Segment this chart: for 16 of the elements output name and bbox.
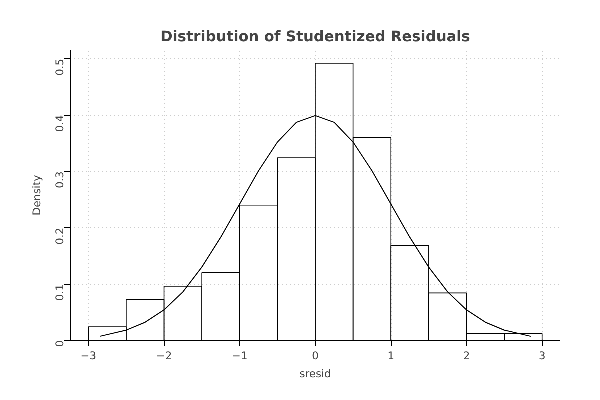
x-tick-label: −3: [80, 350, 97, 362]
x-tick-label: 2: [463, 350, 470, 362]
x-tick-label: 3: [538, 350, 546, 362]
x-tick-label: 0: [312, 350, 320, 362]
chart-title: Distribution of Studentized Residuals: [160, 28, 471, 46]
x-tick-label: −2: [156, 350, 172, 362]
y-tick-label: 0.3: [54, 172, 66, 189]
x-axis-title: sresid: [300, 368, 332, 380]
y-tick-label: 0.5: [54, 58, 66, 76]
x-tick-label: −1: [232, 350, 248, 362]
y-tick-label: 0.2: [54, 228, 66, 245]
x-tick-label: 1: [388, 350, 395, 362]
y-tick-label: 0.1: [54, 284, 66, 302]
y-axis-title: Density: [30, 175, 44, 216]
y-tick-label: 0.4: [54, 115, 66, 132]
y-tick-label: 0: [54, 340, 66, 348]
